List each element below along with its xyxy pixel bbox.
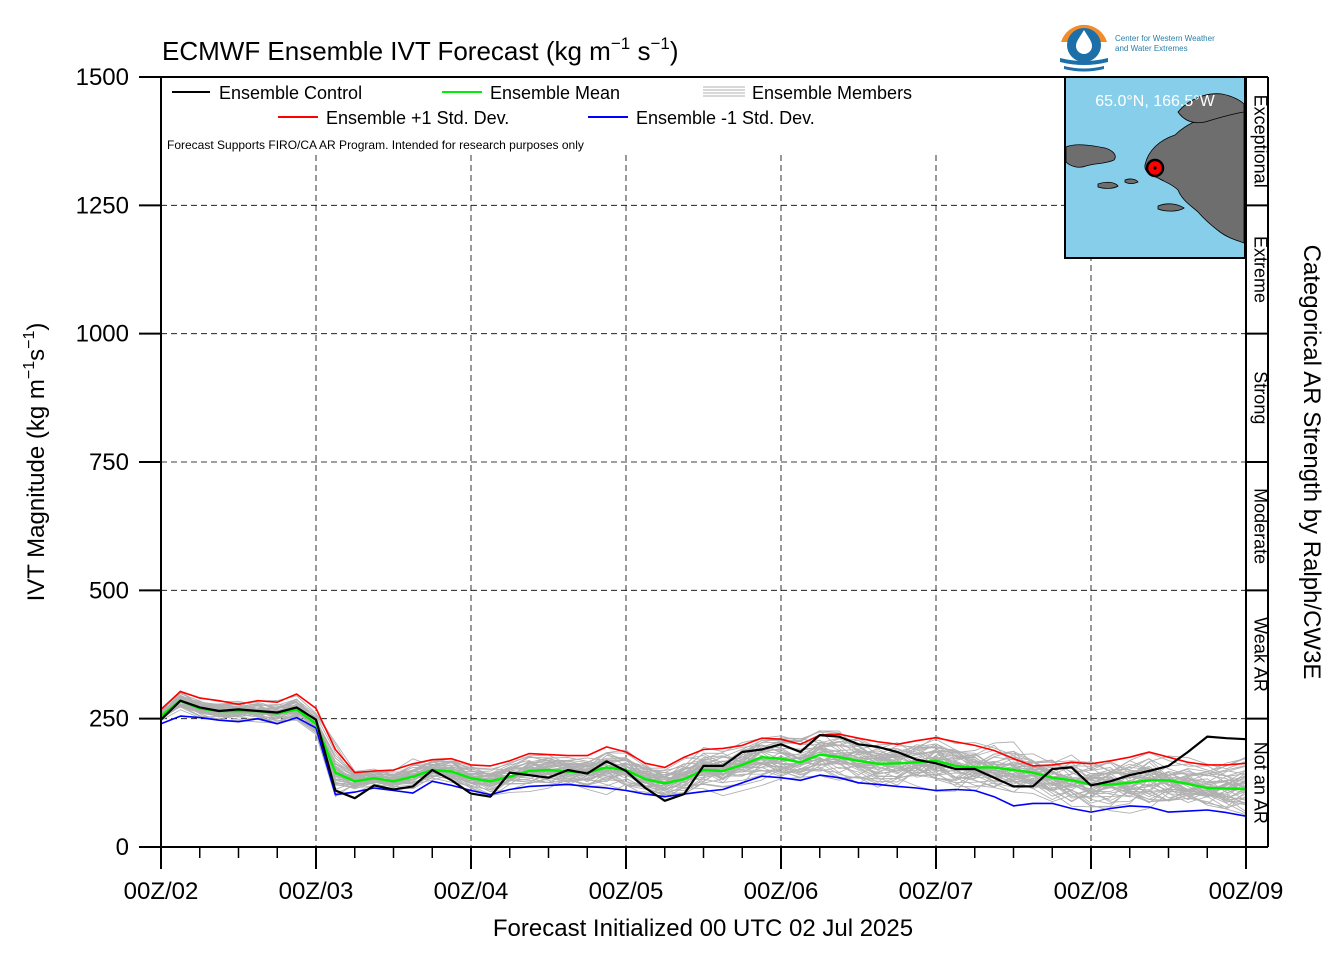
gridlines bbox=[161, 155, 1246, 847]
ensemble-series bbox=[160, 690, 1247, 817]
ensemble-member-line bbox=[160, 693, 1247, 802]
y-tick-label: 1000 bbox=[76, 321, 129, 348]
series-plus-std bbox=[160, 690, 1247, 774]
ensemble-member-line bbox=[160, 695, 1247, 804]
logo-drop-icon bbox=[1076, 30, 1092, 54]
category-label: Moderate bbox=[1250, 488, 1270, 564]
y-axis-label: IVT Magnitude (kg m−1s−1) bbox=[21, 323, 50, 602]
x-tick-label: 00Z/05 bbox=[589, 878, 664, 905]
map-land bbox=[1065, 93, 1245, 244]
research-note: Forecast Supports FIRO/CA AR Program. In… bbox=[167, 138, 584, 152]
legend-label-minus-std: Ensemble -1 Std. Dev. bbox=[636, 108, 815, 128]
series-mean bbox=[160, 699, 1247, 791]
legend-label-plus-std: Ensemble +1 Std. Dev. bbox=[326, 108, 509, 128]
category-label: Extreme bbox=[1250, 236, 1270, 303]
inset-map: 65.0°N, 166.5°W bbox=[1064, 76, 1246, 259]
ensemble-member-line bbox=[160, 696, 1247, 803]
x-axis-label: Forecast Initialized 00 UTC 02 Jul 2025 bbox=[493, 915, 913, 942]
location-marker-center bbox=[1153, 166, 1157, 170]
x-tick-label: 00Z/08 bbox=[1054, 878, 1129, 905]
category-label: Exceptional bbox=[1250, 95, 1270, 188]
category-label: Not an AR bbox=[1250, 742, 1270, 824]
y-tick-label: 0 bbox=[116, 834, 129, 861]
right-axis-label: Categorical AR Strength by Ralph/CW3E bbox=[1298, 245, 1325, 680]
logo-text-line1: Center for Western Weather bbox=[1115, 34, 1215, 43]
y-tick-label: 1500 bbox=[76, 64, 129, 91]
x-tick-label: 00Z/09 bbox=[1209, 878, 1284, 905]
y-tick-label: 250 bbox=[89, 706, 129, 733]
y-tick-label: 750 bbox=[89, 449, 129, 476]
category-label: Weak AR bbox=[1250, 617, 1270, 692]
x-tick-label: 00Z/04 bbox=[434, 878, 509, 905]
x-tick-label: 00Z/02 bbox=[124, 878, 199, 905]
x-tick-label: 00Z/06 bbox=[744, 878, 819, 905]
chart-title: ECMWF Ensemble IVT Forecast (kg m−1 s−1) bbox=[162, 34, 679, 66]
legend: Ensemble Control Ensemble Mean Ensemble … bbox=[167, 83, 912, 152]
legend-swatch-members bbox=[703, 86, 745, 97]
x-tick-label: 00Z/03 bbox=[279, 878, 354, 905]
category-label: Strong bbox=[1250, 371, 1270, 424]
legend-label-mean: Ensemble Mean bbox=[490, 83, 620, 103]
series-control bbox=[160, 699, 1247, 802]
cw3e-logo: Center for Western Weather and Water Ext… bbox=[1060, 24, 1215, 72]
ensemble-member-line bbox=[160, 700, 1247, 798]
logo-waves-icon bbox=[1060, 58, 1108, 72]
category-axis: Not an AR Weak AR Moderate Strong Extreme Exc… bbox=[1246, 76, 1270, 848]
axes: 0 250 500 750 1000 1250 1500 00Z/02 00Z/03 00Z/04… bbox=[76, 64, 1284, 905]
y-tick-label: 500 bbox=[89, 577, 129, 604]
x-tick-label: 00Z/07 bbox=[899, 878, 974, 905]
legend-label-control: Ensemble Control bbox=[219, 83, 362, 103]
map-location-label: 65.0°N, 166.5°W bbox=[1095, 93, 1215, 110]
legend-label-members: Ensemble Members bbox=[752, 83, 912, 103]
y-tick-label: 1250 bbox=[76, 192, 129, 219]
logo-text-line2: and Water Extremes bbox=[1115, 44, 1188, 53]
